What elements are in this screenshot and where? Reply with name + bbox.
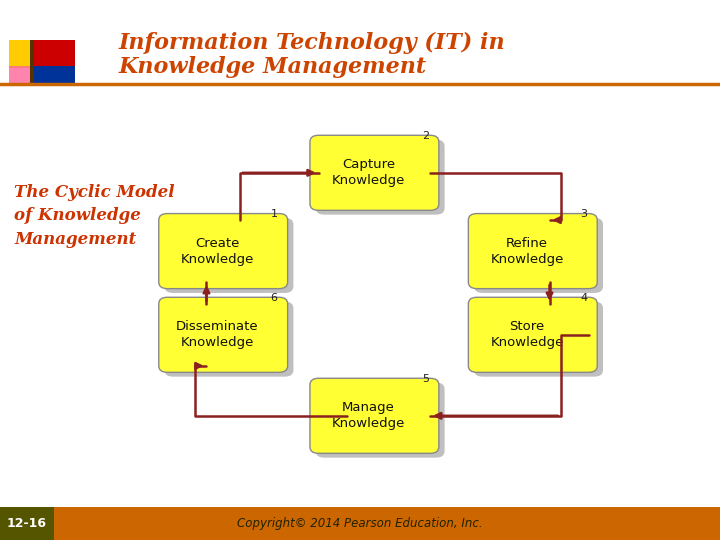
FancyBboxPatch shape	[310, 378, 439, 454]
Bar	[32, 66, 76, 84]
Text: Manage
Knowledge: Manage Knowledge	[332, 401, 405, 430]
FancyBboxPatch shape	[468, 297, 597, 373]
Text: Capture
Knowledge: Capture Knowledge	[332, 158, 405, 187]
FancyBboxPatch shape	[164, 218, 294, 293]
Text: 1: 1	[271, 209, 278, 219]
FancyBboxPatch shape	[158, 297, 288, 373]
Text: 12-16: 12-16	[6, 517, 47, 530]
Text: 3: 3	[580, 209, 588, 219]
Text: Information Technology (IT) in: Information Technology (IT) in	[119, 32, 505, 54]
FancyBboxPatch shape	[474, 301, 603, 377]
FancyBboxPatch shape	[164, 301, 294, 377]
FancyBboxPatch shape	[468, 213, 597, 288]
Bar	[9, 40, 50, 68]
FancyBboxPatch shape	[316, 382, 444, 458]
Text: Create
Knowledge: Create Knowledge	[181, 237, 254, 266]
Text: The Cyclic Model
of Knowledge
Management: The Cyclic Model of Knowledge Management	[14, 184, 175, 248]
FancyBboxPatch shape	[310, 135, 439, 210]
Text: Store
Knowledge: Store Knowledge	[490, 320, 564, 349]
Text: 4: 4	[580, 293, 588, 302]
FancyBboxPatch shape	[316, 139, 444, 214]
Bar	[0, 507, 54, 540]
FancyBboxPatch shape	[158, 213, 288, 288]
Text: Knowledge Management: Knowledge Management	[119, 57, 427, 78]
Text: 5: 5	[422, 374, 429, 383]
Text: Refine
Knowledge: Refine Knowledge	[490, 237, 564, 266]
Bar	[34, 40, 76, 68]
Bar	[9, 66, 55, 84]
Text: Copyright© 2014 Pearson Education, Inc.: Copyright© 2014 Pearson Education, Inc.	[237, 517, 483, 530]
Bar	[30, 40, 34, 84]
Bar	[0, 507, 720, 540]
Text: 2: 2	[422, 131, 429, 140]
Text: Disseminate
Knowledge: Disseminate Knowledge	[176, 320, 258, 349]
FancyBboxPatch shape	[474, 218, 603, 293]
Text: 6: 6	[271, 293, 278, 302]
